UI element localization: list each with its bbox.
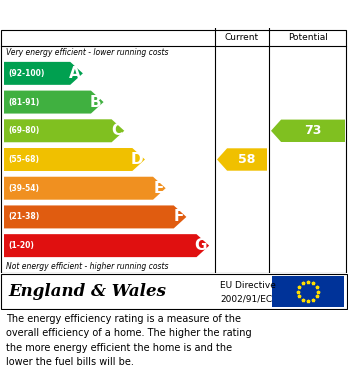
Text: (39-54): (39-54) (8, 184, 39, 193)
Polygon shape (217, 148, 267, 171)
Text: Very energy efficient - lower running costs: Very energy efficient - lower running co… (6, 48, 168, 57)
Text: 73: 73 (304, 124, 322, 137)
Polygon shape (4, 148, 145, 171)
Text: F: F (174, 210, 184, 224)
Text: (81-91): (81-91) (8, 98, 39, 107)
Text: E: E (153, 181, 164, 196)
Text: B: B (90, 95, 102, 109)
Text: The energy efficiency rating is a measure of the
overall efficiency of a home. T: The energy efficiency rating is a measur… (6, 314, 252, 367)
Text: Not energy efficient - higher running costs: Not energy efficient - higher running co… (6, 262, 168, 271)
Text: G: G (195, 238, 207, 253)
Text: D: D (130, 152, 143, 167)
Text: England & Wales: England & Wales (8, 283, 166, 300)
Polygon shape (4, 234, 209, 257)
Polygon shape (271, 120, 345, 142)
Text: 58: 58 (238, 153, 256, 166)
Text: Potential: Potential (288, 32, 329, 41)
Polygon shape (4, 62, 83, 85)
Text: C: C (111, 123, 122, 138)
Bar (272, 276, 344, 307)
Text: (92-100): (92-100) (8, 69, 45, 78)
Text: (69-80): (69-80) (8, 126, 39, 135)
Text: Energy Efficiency Rating: Energy Efficiency Rating (8, 7, 210, 22)
Text: Current: Current (225, 32, 259, 41)
Text: A: A (69, 66, 81, 81)
Text: (1-20): (1-20) (8, 241, 34, 250)
Polygon shape (4, 177, 166, 200)
Polygon shape (4, 205, 187, 228)
Polygon shape (4, 119, 124, 142)
Text: EU Directive: EU Directive (220, 282, 276, 291)
Text: (21-38): (21-38) (8, 212, 39, 221)
Polygon shape (4, 91, 104, 113)
Text: 2002/91/EC: 2002/91/EC (220, 294, 272, 303)
Text: (55-68): (55-68) (8, 155, 39, 164)
